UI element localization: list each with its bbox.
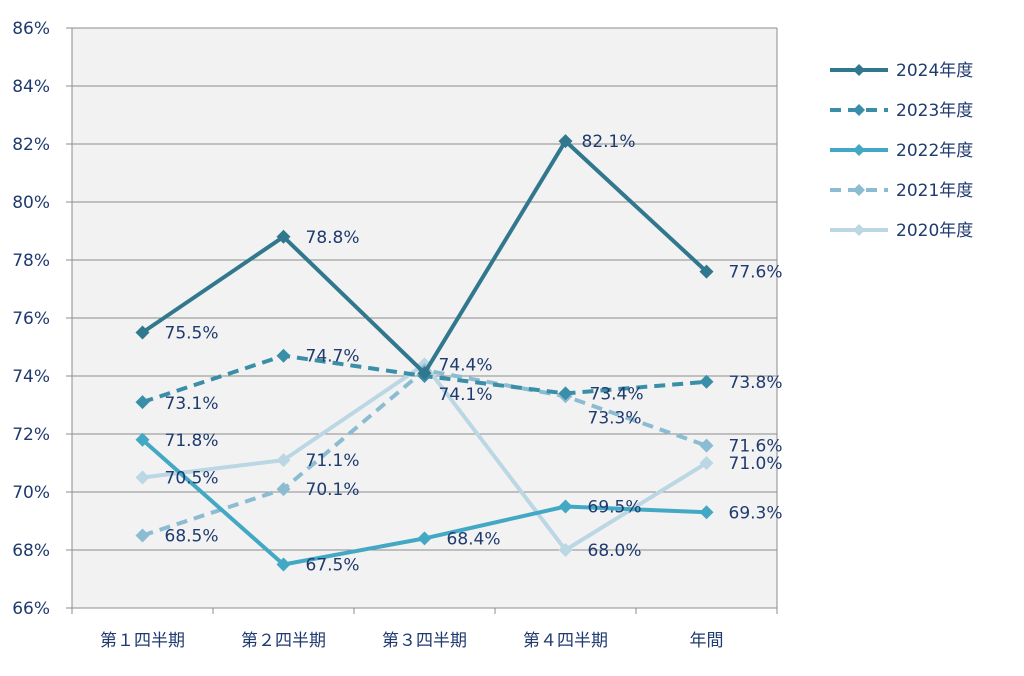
data-label: 74.7% (306, 347, 360, 367)
data-point-marker (417, 366, 432, 381)
legend: 2024年度 2023年度 2022年度 2021年度 2020年度 (830, 61, 973, 241)
legend-swatch-marker (853, 144, 865, 156)
legend-swatch-marker (853, 64, 865, 76)
data-label: 68.5% (165, 527, 219, 547)
data-label: 67.5% (306, 556, 360, 576)
y-tick-label: 70% (12, 483, 50, 503)
data-label: 71.1% (306, 451, 360, 471)
y-tick-label: 86% (12, 19, 50, 39)
legend-swatch-marker (853, 224, 865, 236)
y-tick-label: 68% (12, 541, 50, 561)
x-tick-label: 第２四半期 (241, 631, 326, 651)
data-point-marker (276, 482, 291, 497)
data-point-marker (135, 470, 150, 485)
data-point-marker (699, 505, 714, 520)
legend-swatch-marker (853, 104, 865, 116)
data-label: 74.1% (439, 385, 493, 405)
data-label: 68.0% (588, 541, 642, 561)
data-point-marker (135, 528, 150, 543)
data-point-marker (699, 264, 714, 279)
x-tick-label: 第４四半期 (523, 631, 608, 651)
series-group (135, 134, 714, 572)
legend-label: 2020年度 (896, 221, 973, 241)
data-label: 69.5% (588, 498, 642, 518)
data-label: 78.8% (306, 228, 360, 248)
data-point-marker (276, 557, 291, 572)
data-point-marker (276, 453, 291, 468)
data-point-marker (276, 229, 291, 244)
data-point-marker (558, 134, 573, 149)
data-point-marker (135, 432, 150, 447)
data-point-marker (558, 499, 573, 514)
data-label: 74.4% (439, 355, 493, 375)
x-tick-label: 第３四半期 (382, 631, 467, 651)
y-tick-label: 84% (12, 77, 50, 97)
x-axis: 第１四半期 第２四半期 第３四半期 第４四半期 年間 (71, 28, 778, 651)
data-label: 71.8% (165, 431, 219, 451)
grid-lines (72, 27, 777, 609)
legend-swatch-marker (853, 184, 865, 196)
data-label: 69.3% (729, 503, 783, 523)
data-label: 71.6% (729, 437, 783, 457)
y-tick-label: 76% (12, 309, 50, 329)
legend-label: 2022年度 (896, 141, 973, 161)
y-tick-label: 78% (12, 251, 50, 271)
data-label: 77.6% (729, 263, 783, 283)
data-label: 73.3% (588, 408, 642, 428)
data-point-marker (558, 543, 573, 557)
data-label: 70.1% (306, 480, 360, 500)
y-tick-label: 82% (12, 135, 50, 155)
data-labels: 75.5% 78.8% 74.1% 82.1% 77.6% 73.1% 74.7% 73.4%… (165, 132, 783, 575)
data-point-marker (699, 438, 714, 453)
data-point-marker (699, 374, 714, 389)
y-tick-label: 66% (12, 599, 50, 619)
data-label: 73.8% (729, 373, 783, 393)
y-tick-label: 74% (12, 367, 50, 387)
data-label: 71.0% (729, 454, 783, 474)
data-point-marker (558, 386, 573, 401)
data-point-marker (276, 348, 291, 363)
legend-label: 2021年度 (896, 181, 973, 201)
data-point-marker (417, 531, 432, 546)
data-label: 70.5% (165, 469, 219, 489)
data-point-marker (135, 325, 150, 340)
data-point-marker (135, 395, 150, 410)
y-tick-label: 72% (12, 425, 50, 445)
x-tick-label: 年間 (690, 631, 724, 651)
y-tick-label: 80% (12, 193, 50, 213)
y-axis: 66% 68% 70% 72% 74% 76% 78% 80% 82% 84% 86% (12, 19, 72, 619)
x-tick-label: 第１四半期 (100, 631, 185, 651)
data-label: 73.4% (590, 384, 644, 404)
data-label: 75.5% (165, 324, 219, 344)
legend-label: 2024年度 (896, 61, 973, 81)
data-label: 73.1% (165, 394, 219, 414)
data-label: 82.1% (582, 132, 636, 152)
data-label: 68.4% (447, 529, 501, 549)
data-point-marker (699, 456, 714, 470)
legend-label: 2023年度 (896, 101, 973, 121)
